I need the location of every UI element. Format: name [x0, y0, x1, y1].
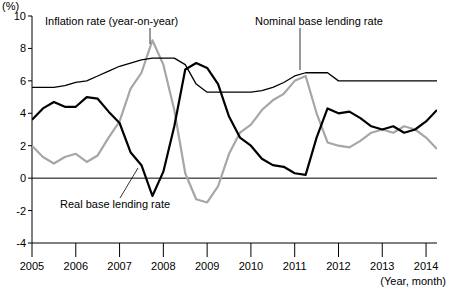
y-tick-label: -4: [16, 237, 26, 249]
y-tick: [28, 210, 32, 211]
series-line: [32, 63, 437, 196]
chart: -4-2024681020052006200720082009201020112…: [0, 0, 450, 289]
x-tick: [119, 243, 120, 257]
y-tick: [28, 113, 32, 114]
x-tick-label: 2005: [20, 260, 44, 272]
y-axis-label: (%): [2, 0, 19, 12]
series-line: [32, 58, 437, 92]
x-tick-label: 2010: [239, 260, 263, 272]
x-tick: [338, 243, 339, 257]
x-axis-label: (Year, month): [380, 275, 446, 287]
y-tick-label: 4: [20, 107, 26, 119]
x-tick: [207, 243, 208, 257]
x-tick-label: 2014: [414, 260, 438, 272]
y-tick: [28, 16, 32, 17]
annotation-leader: [120, 168, 138, 198]
y-tick: [28, 145, 32, 146]
x-tick-label: 2007: [107, 260, 131, 272]
x-tick: [382, 243, 383, 257]
y-axis: [32, 16, 33, 243]
x-tick: [250, 243, 251, 257]
y-tick-label: 6: [20, 75, 26, 87]
x-tick: [426, 243, 427, 257]
zero-line: [32, 178, 437, 179]
y-tick-label: -2: [16, 205, 26, 217]
y-tick-label: 8: [20, 42, 26, 54]
x-tick-label: 2012: [326, 260, 350, 272]
series-label: Nominal base lending rate: [255, 15, 383, 27]
annotation-leader: [150, 28, 151, 44]
series-line: [32, 40, 437, 202]
x-tick: [75, 243, 76, 257]
y-tick: [28, 178, 32, 179]
x-axis: [32, 243, 437, 244]
y-tick: [28, 48, 32, 49]
x-tick-label: 2013: [370, 260, 394, 272]
series-label: Real base lending rate: [60, 198, 170, 210]
plot-lines: [32, 40, 437, 202]
chart-container: -4-2024681020052006200720082009201020112…: [0, 0, 450, 289]
x-tick-label: 2008: [151, 260, 175, 272]
series-label: Inflation rate (year-on-year): [45, 15, 178, 27]
y-tick-label: 2: [20, 140, 26, 152]
x-tick: [163, 243, 164, 257]
x-tick: [294, 243, 295, 257]
x-tick: [32, 243, 33, 257]
y-tick-label: 0: [20, 172, 26, 184]
y-tick: [28, 243, 32, 244]
x-tick-label: 2009: [195, 260, 219, 272]
x-tick-label: 2011: [283, 260, 307, 272]
annotation-leader: [300, 28, 301, 70]
y-tick: [28, 80, 32, 81]
x-tick-label: 2006: [64, 260, 88, 272]
